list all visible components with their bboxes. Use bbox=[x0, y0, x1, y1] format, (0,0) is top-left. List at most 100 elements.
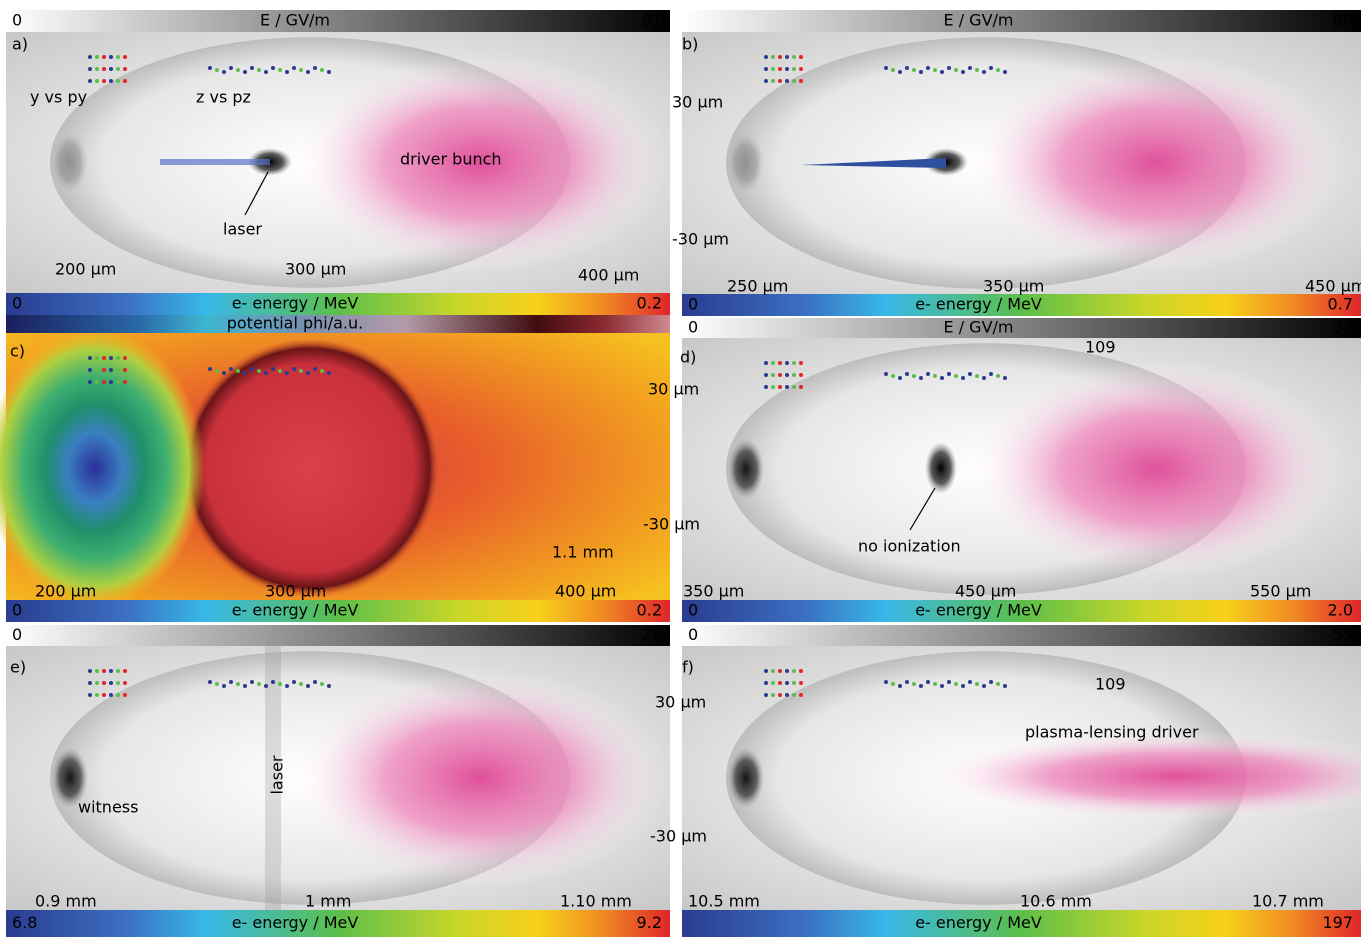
phase-space-dot bbox=[102, 681, 106, 685]
bubble-tip bbox=[728, 439, 764, 499]
phase-space-dot bbox=[208, 680, 212, 684]
phase-space-dot bbox=[95, 669, 99, 673]
phase-space-dot bbox=[264, 371, 268, 375]
phase-space-dot bbox=[88, 368, 92, 372]
top-bar bbox=[6, 10, 670, 32]
bubble-tip bbox=[52, 133, 88, 193]
phase-space-dot bbox=[989, 66, 993, 70]
top-bar bbox=[682, 625, 1361, 646]
bar-max: 26 bbox=[642, 625, 662, 644]
phase-space-dot bbox=[884, 66, 888, 70]
phase-space-dot bbox=[792, 361, 796, 365]
annotation: 1.1 mm bbox=[552, 543, 614, 562]
bar-title: e- energy / MeV bbox=[232, 913, 359, 932]
phase-space-dot bbox=[996, 682, 1000, 686]
bar-title: potential phi/a.u. bbox=[227, 314, 364, 333]
phase-space-dot bbox=[264, 684, 268, 688]
phase-space-dot bbox=[109, 79, 113, 83]
phase-space-dot bbox=[123, 55, 127, 59]
bar-max: 2.0 bbox=[1328, 601, 1353, 620]
top-bar bbox=[682, 10, 1361, 32]
phase-space-dot bbox=[884, 680, 888, 684]
bar-title: E / GV/m bbox=[260, 11, 330, 30]
driver-bunch bbox=[966, 359, 1346, 579]
bar-max: 9.2 bbox=[637, 913, 662, 932]
phase-space-dot bbox=[222, 371, 226, 375]
phase-space-dot bbox=[898, 684, 902, 688]
phase-space-dot bbox=[912, 374, 916, 378]
phase-space-dot bbox=[116, 55, 120, 59]
top-bar bbox=[682, 318, 1361, 338]
panel: 0266.8e- energy / MeV9.2e)0.9 mm1 mm1.10… bbox=[6, 625, 670, 937]
phase-space-dot bbox=[785, 669, 789, 673]
bar-min: 6.8 bbox=[12, 913, 37, 932]
phase-space-dot bbox=[961, 376, 965, 380]
phase-space-dot bbox=[1003, 376, 1007, 380]
phase-space-dot bbox=[764, 79, 768, 83]
phase-space-dot bbox=[891, 682, 895, 686]
x-label: 450 µm bbox=[1305, 277, 1361, 296]
phase-space-dot bbox=[257, 369, 261, 373]
phase-space-dot bbox=[771, 361, 775, 365]
phase-space-dot bbox=[912, 682, 916, 686]
bar-max: 0.2 bbox=[637, 601, 662, 620]
phase-space-dot bbox=[1003, 684, 1007, 688]
bar-title: e- energy / MeV bbox=[915, 295, 1042, 314]
phase-space-dot bbox=[215, 369, 219, 373]
phase-space-dot bbox=[792, 55, 796, 59]
bar-max: 197 bbox=[1322, 913, 1353, 932]
phase-space-dot bbox=[95, 368, 99, 372]
phase-space-dot bbox=[299, 682, 303, 686]
phase-space-dot bbox=[947, 66, 951, 70]
phase-space-dot bbox=[785, 67, 789, 71]
x-label: 1.10 mm bbox=[560, 892, 632, 911]
phase-space-dot bbox=[799, 79, 803, 83]
phase-space-dot bbox=[940, 376, 944, 380]
x-label: 10.5 mm bbox=[688, 892, 760, 911]
panel: E / GV/m800e- energy / MeV0.7b)30 µm-30 … bbox=[672, 10, 1361, 316]
phase-space-dot bbox=[102, 669, 106, 673]
phase-space-dot bbox=[764, 681, 768, 685]
phase-space-dot bbox=[109, 669, 113, 673]
phase-space-dot bbox=[933, 374, 937, 378]
phase-space-dot bbox=[940, 70, 944, 74]
bar-title: e- energy / MeV bbox=[915, 913, 1042, 932]
phase-space-dot bbox=[95, 67, 99, 71]
witness-beam bbox=[160, 159, 270, 165]
phase-space-dot bbox=[116, 681, 120, 685]
phase-space-dot bbox=[313, 66, 317, 70]
phase-space-dot bbox=[88, 55, 92, 59]
phase-space-dot bbox=[905, 680, 909, 684]
phase-space-dot bbox=[968, 372, 972, 376]
phase-space-dot bbox=[940, 684, 944, 688]
phase-space-dot bbox=[771, 669, 775, 673]
phase-space-dot bbox=[785, 385, 789, 389]
phase-space-dot bbox=[116, 356, 120, 360]
phase-space-dot bbox=[926, 66, 930, 70]
panel-label: b) bbox=[682, 35, 698, 54]
phase-space-dot bbox=[278, 682, 282, 686]
phase-space-dot bbox=[975, 682, 979, 686]
annotation: laser bbox=[223, 220, 262, 239]
phase-space-dot bbox=[792, 681, 796, 685]
phase-space-dot bbox=[102, 79, 106, 83]
annotation: y vs py bbox=[30, 88, 87, 107]
bubble-tip bbox=[728, 133, 764, 193]
phase-space-dot bbox=[778, 669, 782, 673]
phase-space-dot bbox=[919, 376, 923, 380]
phase-space-dot bbox=[313, 367, 317, 371]
figure: 0E / GV/m810e- energy / MeV0.2a)200 µm30… bbox=[0, 0, 1361, 937]
phase-space-dot bbox=[926, 372, 930, 376]
phase-space-dot bbox=[123, 681, 127, 685]
phase-space-dot bbox=[116, 669, 120, 673]
phase-space-dot bbox=[764, 373, 768, 377]
panel-label: a) bbox=[12, 35, 28, 54]
phase-space-dot bbox=[102, 380, 106, 384]
phase-space-dot bbox=[102, 67, 106, 71]
phase-space-dot bbox=[764, 361, 768, 365]
phase-space-dot bbox=[95, 380, 99, 384]
phase-space-dot bbox=[327, 684, 331, 688]
phase-space-dot bbox=[299, 369, 303, 373]
x-label: 250 µm bbox=[727, 277, 788, 296]
